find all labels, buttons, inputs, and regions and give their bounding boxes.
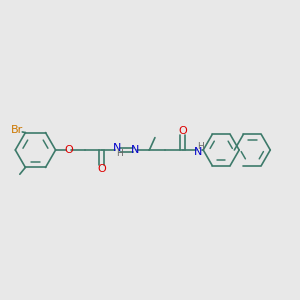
Text: H: H — [197, 142, 204, 152]
Text: N: N — [113, 142, 122, 152]
Text: Br: Br — [11, 125, 23, 135]
Text: O: O — [97, 164, 106, 174]
Text: N: N — [130, 145, 139, 155]
Text: O: O — [178, 126, 187, 136]
Text: O: O — [64, 145, 73, 155]
Text: H: H — [116, 148, 123, 158]
Text: N: N — [194, 148, 202, 158]
